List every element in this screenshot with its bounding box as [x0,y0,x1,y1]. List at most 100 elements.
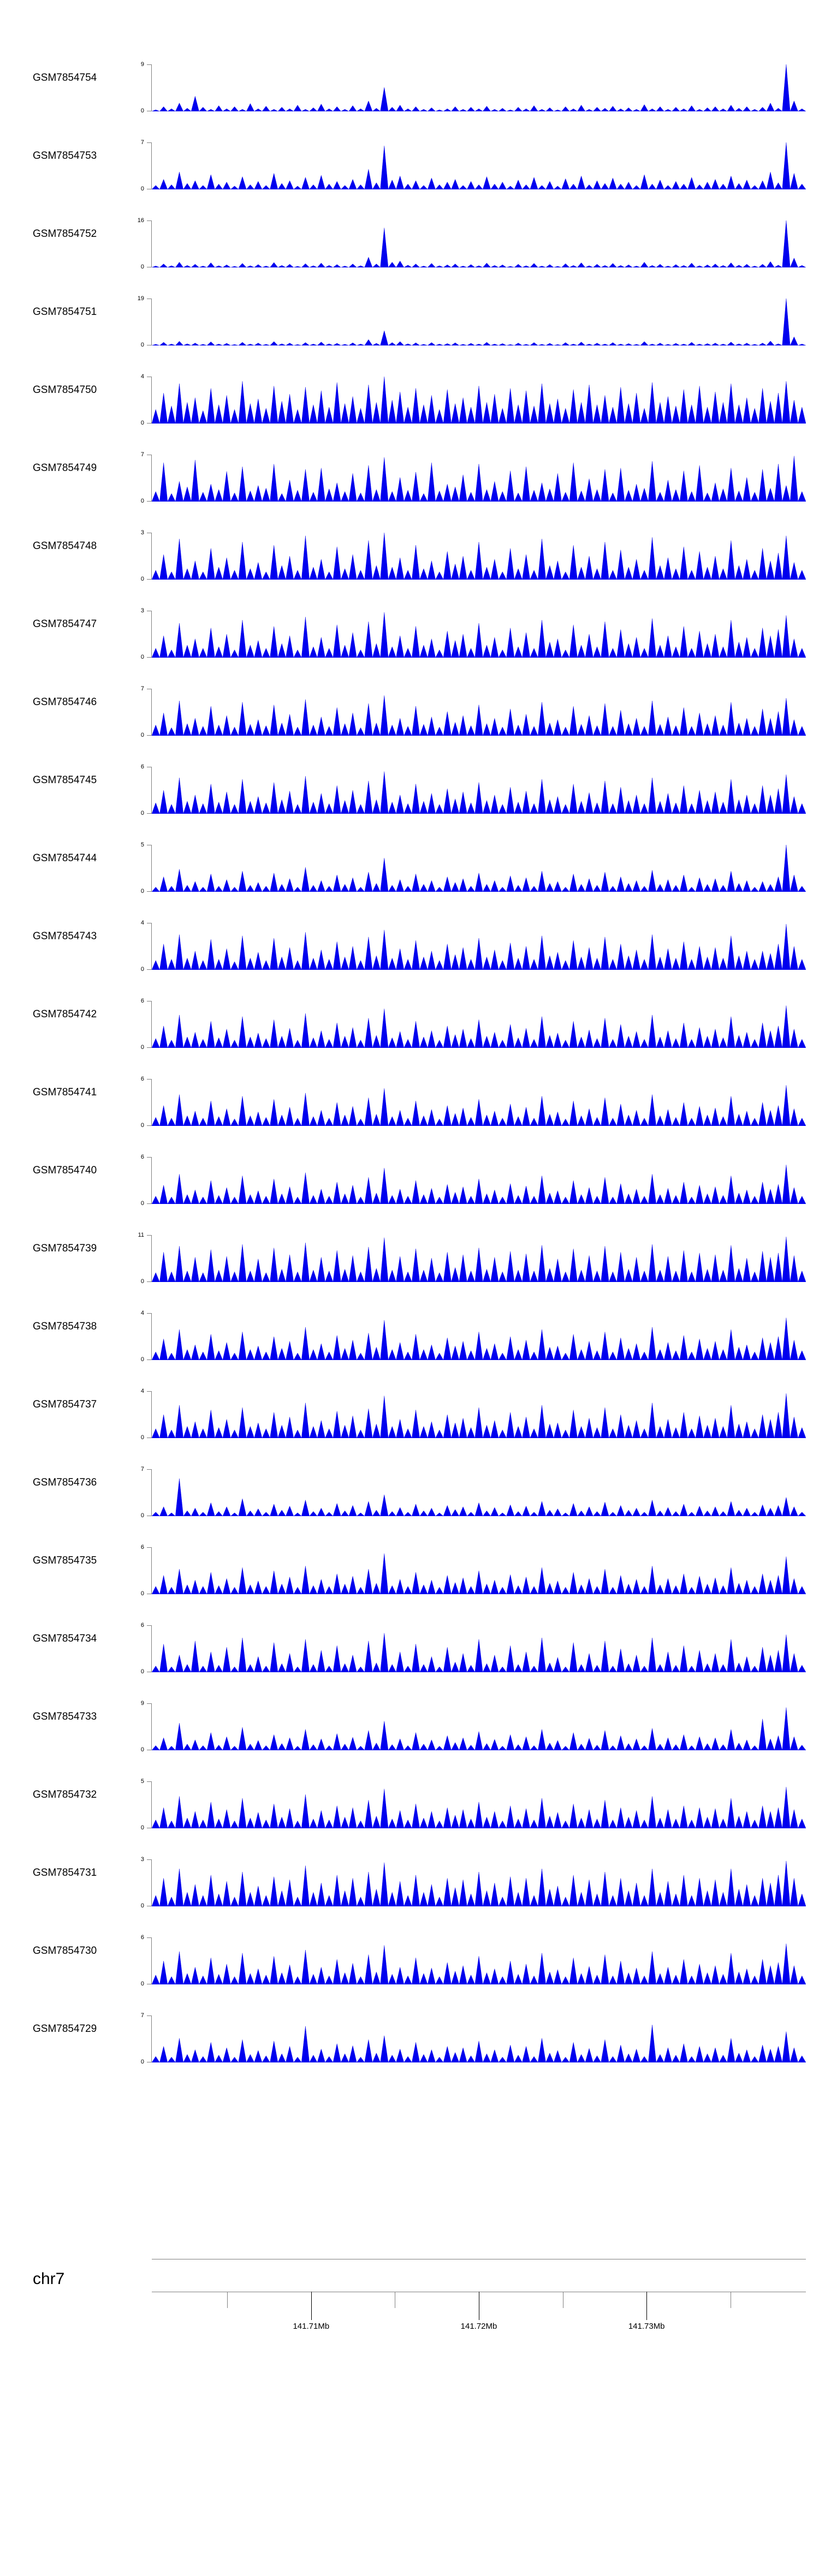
coverage-track[interactable]: GSM7854740 6 0 [0,1154,819,1207]
y-axis-min-label: 0 [140,420,144,426]
track-data-area[interactable] [152,1859,806,1906]
coverage-track[interactable]: GSM7854752 16 0 [0,217,819,270]
track-data-area[interactable] [152,299,806,345]
y-axis-min-label: 0 [140,498,144,504]
track-data-area[interactable] [152,1391,806,1438]
coverage-track[interactable]: GSM7854750 4 0 [0,374,819,426]
track-sample-label: GSM7854754 [33,72,97,84]
coverage-track[interactable]: GSM7854748 3 0 [0,530,819,582]
track-data-area[interactable] [152,1703,806,1750]
coverage-area-path [152,1237,806,1282]
coverage-track[interactable]: GSM7854746 7 0 [0,686,819,738]
track-sample-label: GSM7854746 [33,696,97,708]
track-sample-label: GSM7854742 [33,1009,97,1020]
coverage-track[interactable]: GSM7854747 3 0 [0,607,819,660]
y-axis-min-label: 0 [140,1903,144,1909]
coverage-track[interactable]: GSM7854729 7 0 [0,2013,819,2065]
coverage-track[interactable]: GSM7854754 9 0 [0,62,819,114]
y-axis-spine [151,1001,152,1048]
track-data-area[interactable] [152,220,806,267]
y-axis-min-label: 0 [140,1590,144,1597]
genome-axis-tick-label: 141.72Mb [460,2322,497,2331]
y-axis-spine [151,689,152,736]
y-axis-min-label: 0 [140,576,144,582]
y-axis-max-label: 3 [140,1856,144,1863]
y-axis-tick-max [147,1937,152,1938]
track-data-area[interactable] [152,1313,806,1360]
coverage-track[interactable]: GSM7854753 7 0 [0,140,819,192]
y-axis-max-label: 11 [138,1232,144,1238]
track-sample-label: GSM7854743 [33,931,97,942]
y-axis-tick-max [147,1469,152,1470]
track-data-area[interactable] [152,611,806,658]
coverage-track[interactable]: GSM7854737 4 0 [0,1388,819,1441]
coverage-track[interactable]: GSM7854735 6 0 [0,1544,819,1597]
genome-axis-tick-label: 141.73Mb [628,2322,665,2331]
track-data-area[interactable] [152,142,806,189]
track-sample-label: GSM7854729 [33,2023,97,2035]
track-data-area[interactable] [152,64,806,111]
track-sample-label: GSM7854749 [33,462,97,474]
track-data-area[interactable] [152,533,806,580]
track-data-area[interactable] [152,845,806,892]
track-data-area[interactable] [152,689,806,736]
track-data-area[interactable] [152,1235,806,1282]
y-axis-spine [151,923,152,970]
track-data-area[interactable] [152,767,806,814]
coverage-track[interactable]: GSM7854739 11 0 [0,1232,819,1285]
y-axis-tick-max [147,1781,152,1782]
coverage-track[interactable]: GSM7854730 6 0 [0,1935,819,1987]
track-data-area[interactable] [152,1469,806,1516]
y-axis-tick-max [147,142,152,143]
y-axis-tick-min [147,1203,152,1204]
track-sample-label: GSM7854739 [33,1243,97,1254]
track-data-area[interactable] [152,1781,806,1828]
y-axis-tick-max [147,1079,152,1080]
track-data-area[interactable] [152,1157,806,1204]
track-data-area[interactable] [152,1937,806,1984]
coverage-track[interactable]: GSM7854731 3 0 [0,1856,819,1909]
coverage-area-path [152,1707,806,1750]
coverage-track[interactable]: GSM7854732 5 0 [0,1779,819,1831]
track-data-area[interactable] [152,1547,806,1594]
track-data-area[interactable] [152,377,806,424]
y-axis-tick-min [147,501,152,502]
coverage-area-path [152,2025,806,2062]
track-sample-label: GSM7854736 [33,1477,97,1488]
y-axis-spine [151,1937,152,1984]
track-data-area[interactable] [152,923,806,970]
track-data-area[interactable] [152,1001,806,1048]
y-axis-max-label: 3 [140,607,144,614]
coverage-track[interactable]: GSM7854749 7 0 [0,452,819,504]
genome-axis: chr7 141.71Mb 141.72Mb 141.73Mb [0,2259,819,2357]
coverage-track[interactable]: GSM7854745 6 0 [0,764,819,816]
coverage-track[interactable]: GSM7854743 4 0 [0,920,819,973]
y-axis-tick-min [147,1047,152,1048]
coverage-track[interactable]: GSM7854736 7 0 [0,1466,819,1519]
track-sample-label: GSM7854745 [33,774,97,786]
coverage-track[interactable]: GSM7854742 6 0 [0,998,819,1051]
track-data-area[interactable] [152,1625,806,1672]
coverage-track[interactable]: GSM7854741 6 0 [0,1076,819,1129]
coverage-track[interactable]: GSM7854733 9 0 [0,1701,819,1753]
coverage-track[interactable]: GSM7854751 19 0 [0,296,819,348]
track-sample-label: GSM7854735 [33,1555,97,1566]
track-sample-label: GSM7854751 [33,306,97,318]
y-axis-spine [151,377,152,424]
y-axis-spine [151,64,152,111]
track-data-area[interactable] [152,2016,806,2062]
coverage-track[interactable]: GSM7854744 5 0 [0,842,819,895]
track-sample-label: GSM7854733 [33,1711,97,1722]
track-data-area[interactable] [152,455,806,502]
track-data-area[interactable] [152,1079,806,1126]
y-axis-min-label: 0 [140,1122,144,1129]
y-axis-max-label: 16 [137,217,144,224]
coverage-track[interactable]: GSM7854734 6 0 [0,1623,819,1675]
coverage-track[interactable]: GSM7854738 4 0 [0,1310,819,1363]
track-sample-label: GSM7854752 [33,228,97,240]
track-y-axis: 16 0 [135,217,152,270]
y-axis-min-label: 0 [140,732,144,738]
y-axis-spine [151,845,152,892]
y-axis-max-label: 6 [140,1544,144,1551]
